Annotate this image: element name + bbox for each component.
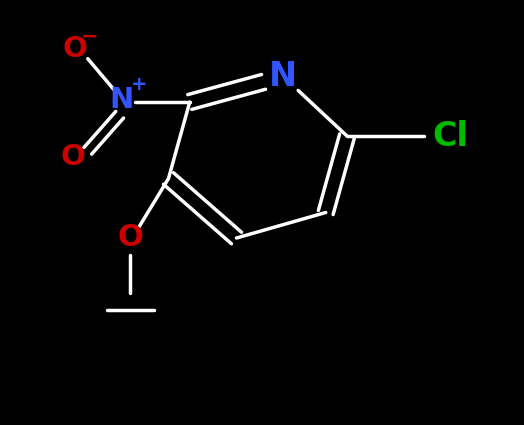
Text: −: −	[81, 26, 99, 46]
Text: +: +	[130, 76, 147, 94]
Text: Cl: Cl	[432, 119, 468, 153]
Text: O: O	[62, 35, 88, 63]
Text: N: N	[269, 60, 297, 93]
Text: O: O	[60, 143, 85, 171]
Text: O: O	[117, 224, 143, 252]
Text: N: N	[110, 86, 134, 114]
